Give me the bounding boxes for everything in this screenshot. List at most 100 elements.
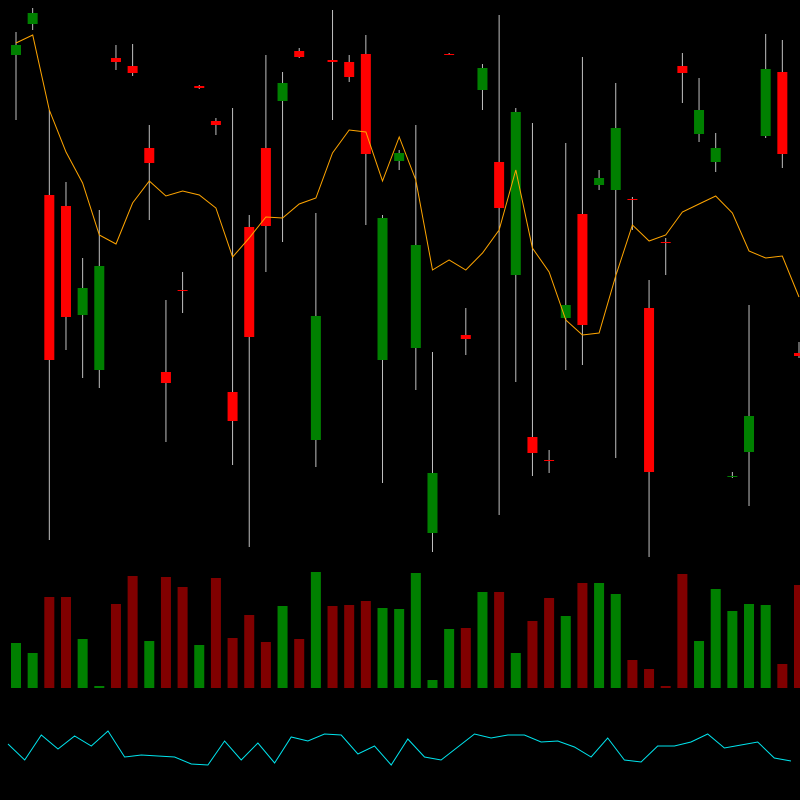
volume-bar [510, 653, 521, 688]
candle-body [510, 112, 521, 275]
volume-bar [477, 592, 488, 688]
volume-bar [560, 616, 571, 688]
volume-bar [344, 605, 355, 688]
volume-bar [760, 605, 771, 688]
candle-body [44, 195, 55, 360]
candle-body [527, 437, 538, 453]
candle-body [277, 83, 288, 101]
candle-body [160, 372, 171, 383]
volume-bar [27, 653, 38, 688]
candle-body [677, 66, 688, 73]
volume-bar [11, 643, 21, 688]
volume-bar [694, 641, 705, 688]
candle-body [694, 110, 705, 134]
volume-bar [227, 638, 238, 688]
volume-bar [310, 572, 321, 688]
candle-body [710, 148, 721, 162]
candle-body [727, 476, 738, 477]
candle-body [660, 242, 671, 243]
candle-body [60, 206, 71, 317]
volume-bar [194, 645, 205, 688]
volume-bar [777, 664, 788, 688]
volume-bar [394, 609, 405, 688]
volume-bar [710, 589, 721, 688]
candle-body [560, 305, 571, 318]
volume-bar [427, 680, 438, 688]
volume-bar [160, 577, 171, 688]
volume-bar [360, 601, 371, 688]
volume-bar [410, 573, 421, 688]
volume-bar [544, 598, 555, 688]
candle-body [110, 58, 121, 62]
candle-body [94, 266, 105, 370]
volume-bar [660, 686, 671, 688]
candle-body [177, 290, 188, 291]
candle-body [77, 288, 88, 315]
volume-bar [644, 669, 655, 688]
indicator-line [7, 730, 792, 766]
volume-bar [144, 641, 155, 688]
volume-bar [294, 639, 305, 688]
candle-body [760, 69, 771, 136]
volume-bar [94, 686, 105, 688]
volume-bar [110, 604, 121, 688]
volume-bar [444, 629, 455, 688]
candle-body [210, 121, 221, 125]
candle-body [794, 353, 800, 356]
volume-bar [527, 621, 538, 688]
candle-body [260, 148, 271, 226]
candle-body [227, 392, 238, 421]
candle-body [427, 473, 438, 533]
moving-average [15, 34, 800, 336]
volume-bar [627, 660, 638, 688]
volume-bar [677, 574, 688, 688]
candle-body [577, 214, 588, 325]
volume-bar [210, 578, 221, 688]
volume-bar [727, 611, 738, 688]
volume-bar [44, 597, 55, 688]
candle-body [594, 178, 605, 185]
candle-body [394, 153, 405, 161]
candle-body [194, 86, 205, 88]
candle-body [544, 460, 555, 461]
candle-body [360, 54, 371, 154]
volume-bar [127, 576, 138, 688]
candle-body [27, 13, 38, 24]
candle-body [127, 66, 138, 73]
volume-bar [260, 642, 271, 688]
candle-body [777, 72, 788, 154]
candle-body [460, 335, 471, 339]
candle-body [410, 245, 421, 348]
candle-body [310, 316, 321, 440]
candle-body [11, 45, 21, 55]
volume-bar [327, 606, 338, 688]
volume-bar [460, 628, 471, 688]
volume-bar [244, 615, 255, 688]
volume-bar [377, 608, 388, 688]
volume-bar [494, 592, 505, 688]
candle-body [294, 51, 305, 57]
candle-body [344, 62, 355, 77]
volume-bar [277, 606, 288, 688]
candle-body [327, 60, 338, 62]
candle-body [744, 416, 755, 452]
candle-body [144, 148, 155, 163]
candle-body [494, 162, 505, 208]
volume-bar [594, 583, 605, 688]
candle-body [444, 54, 455, 55]
volume-bar [610, 594, 621, 688]
candle-body [244, 227, 255, 337]
candle-body [644, 308, 655, 472]
volume-bar [177, 587, 188, 688]
candle-body [477, 68, 488, 90]
candle-body [377, 218, 388, 360]
volume-bar [794, 585, 800, 688]
volume-bar [577, 583, 588, 688]
volume-bar [744, 604, 755, 688]
candle-body [627, 199, 638, 200]
volume-bar [60, 597, 71, 688]
candle-body [610, 128, 621, 190]
volume-bar [77, 639, 88, 688]
